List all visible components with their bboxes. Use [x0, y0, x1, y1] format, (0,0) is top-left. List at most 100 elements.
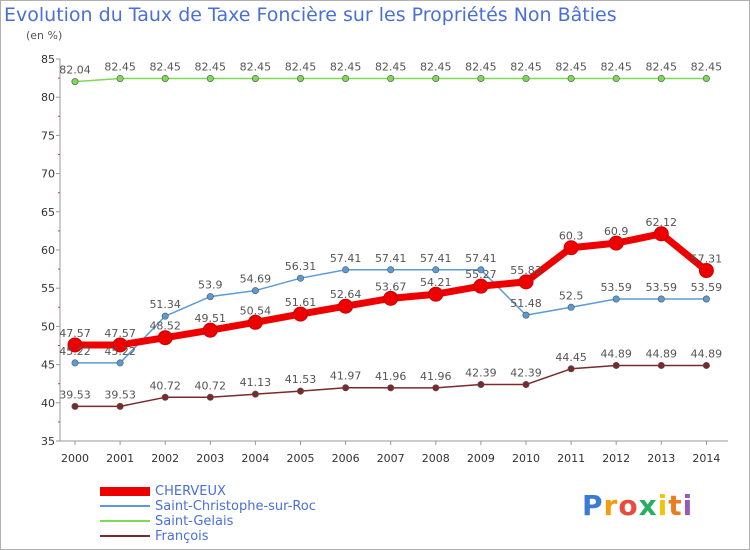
data-point-saint-gelais	[116, 74, 124, 82]
data-point-saint-gelais	[251, 74, 259, 82]
data-label-saint-christophe-sur-roc: 45.22	[59, 345, 91, 358]
data-point-saint-gelais	[657, 74, 665, 82]
y-tick-label: 50	[41, 320, 55, 333]
data-label-saint-gelais: 82.45	[149, 60, 181, 73]
data-point-francois	[657, 361, 665, 369]
y-tick-label: 85	[41, 53, 55, 66]
data-label-saint-gelais: 82.45	[510, 60, 542, 73]
proxiti-logo: Proxiti	[582, 489, 693, 522]
data-label-cherveux: 60.3	[559, 230, 584, 243]
series-layer	[67, 74, 714, 410]
data-point-saint-christophe-sur-roc	[342, 266, 350, 274]
data-label-saint-christophe-sur-roc: 57.41	[420, 252, 452, 265]
data-label-cherveux: 51.61	[285, 296, 317, 309]
data-point-francois	[612, 361, 620, 369]
data-label-saint-gelais: 82.45	[465, 60, 497, 73]
data-point-francois	[522, 381, 530, 389]
data-label-saint-gelais: 82.04	[59, 64, 91, 77]
data-point-saint-christophe-sur-roc	[477, 266, 485, 274]
data-point-saint-christophe-sur-roc	[161, 312, 169, 320]
data-label-cherveux: 57.31	[691, 253, 723, 266]
data-label-cherveux: 55.83	[510, 264, 542, 277]
data-point-cherveux	[563, 240, 579, 256]
data-point-saint-christophe-sur-roc	[116, 359, 124, 367]
data-point-saint-gelais	[567, 74, 575, 82]
data-label-saint-gelais: 82.45	[240, 60, 272, 73]
y-tick-label: 80	[41, 91, 55, 104]
data-label-saint-christophe-sur-roc: 51.48	[510, 297, 542, 310]
logo-letter: P	[582, 489, 604, 522]
data-point-saint-gelais	[206, 74, 214, 82]
x-tick-label: 2008	[422, 452, 450, 465]
data-point-cherveux	[202, 322, 218, 338]
data-label-francois: 41.97	[330, 370, 362, 383]
data-point-cherveux	[608, 235, 624, 251]
data-label-francois: 40.72	[195, 379, 227, 392]
data-label-saint-christophe-sur-roc: 51.34	[149, 298, 181, 311]
data-point-saint-gelais	[342, 74, 350, 82]
data-label-saint-christophe-sur-roc: 53.9	[198, 279, 223, 292]
x-tick-label: 2006	[332, 452, 360, 465]
x-tick-label: 2014	[692, 452, 720, 465]
data-label-francois: 40.72	[149, 379, 181, 392]
x-tick-label: 2000	[61, 452, 89, 465]
legend-label-francois: François	[155, 529, 209, 544]
legend-swatch-cherveux	[100, 487, 150, 496]
data-point-cherveux	[247, 314, 263, 330]
data-point-cherveux	[653, 226, 669, 242]
logo-letter: o	[618, 489, 639, 522]
data-point-saint-christophe-sur-roc	[612, 295, 620, 303]
data-point-saint-gelais	[477, 74, 485, 82]
data-point-saint-gelais	[296, 74, 304, 82]
data-point-francois	[161, 393, 169, 401]
data-label-saint-gelais: 82.45	[646, 60, 678, 73]
data-point-francois	[477, 381, 485, 389]
data-label-cherveux: 60.9	[604, 225, 629, 238]
data-label-saint-gelais: 82.45	[285, 60, 317, 73]
logo-letter: i	[682, 489, 694, 522]
data-label-cherveux: 54.21	[420, 276, 452, 289]
data-label-saint-christophe-sur-roc: 54.69	[240, 273, 272, 286]
data-label-saint-christophe-sur-roc: 52.5	[559, 289, 584, 302]
x-tick-label: 2013	[647, 452, 675, 465]
data-point-cherveux	[67, 337, 83, 353]
x-tick-label: 2007	[377, 452, 405, 465]
data-label-cherveux: 49.51	[195, 312, 227, 325]
data-point-saint-christophe-sur-roc	[206, 293, 214, 301]
legend-item-saint-gelais: Saint-Gelais	[100, 514, 420, 529]
legend-item-cherveux: CHERVEUX	[100, 484, 420, 499]
data-label-saint-christophe-sur-roc: 53.59	[646, 281, 678, 294]
logo-letter: t	[668, 489, 683, 522]
data-point-cherveux	[293, 306, 308, 322]
data-label-francois: 44.45	[555, 351, 587, 364]
data-point-francois	[432, 384, 440, 392]
data-point-saint-christophe-sur-roc	[71, 359, 79, 367]
chart-subtitle: (en %)	[26, 29, 63, 42]
data-label-cherveux: 62.12	[646, 216, 678, 229]
data-label-cherveux: 47.57	[59, 327, 91, 340]
x-tick-label: 2001	[106, 452, 134, 465]
data-point-saint-gelais	[161, 74, 169, 82]
legend-label-saint-gelais: Saint-Gelais	[155, 514, 234, 529]
legend-swatch-francois	[100, 535, 150, 537]
y-tick-label: 45	[41, 359, 55, 372]
data-label-saint-christophe-sur-roc: 45.22	[104, 345, 136, 358]
data-point-saint-christophe-sur-roc	[251, 287, 259, 295]
data-point-cherveux	[473, 278, 489, 294]
data-point-francois	[116, 402, 124, 410]
data-point-francois	[567, 365, 575, 373]
x-tick-label: 2002	[151, 452, 179, 465]
data-point-saint-christophe-sur-roc	[522, 311, 530, 319]
data-point-francois	[251, 390, 259, 398]
data-label-francois: 41.96	[375, 370, 407, 383]
data-point-francois	[342, 384, 350, 392]
data-point-cherveux	[112, 337, 128, 353]
logo-letter: x	[638, 489, 658, 522]
legend-swatch-saint-christophe	[100, 505, 150, 507]
x-tick-label: 2011	[557, 452, 585, 465]
legend-label-cherveux: CHERVEUX	[155, 484, 226, 499]
data-label-francois: 39.53	[104, 388, 136, 401]
data-label-saint-gelais: 82.45	[420, 60, 452, 73]
